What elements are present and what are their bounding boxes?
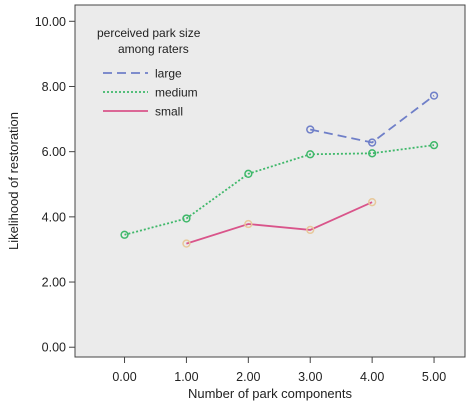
- data-point-large: [367, 138, 377, 147]
- data-point-medium: [306, 150, 315, 159]
- legend-label-small: small: [155, 105, 183, 119]
- data-point-small: [244, 219, 253, 229]
- data-point-small: [306, 225, 315, 235]
- y-tick-label: 6.00: [42, 145, 66, 159]
- y-axis: 0.00 2.00 4.00 6.00 8.00 10.00: [35, 15, 75, 355]
- data-point-large: [306, 125, 315, 134]
- series-medium: [120, 140, 439, 239]
- legend-title-line-2: among raters: [118, 42, 189, 56]
- plot-area: [74, 4, 466, 358]
- series-layer: [120, 91, 439, 248]
- data-point-medium: [120, 230, 129, 239]
- y-tick-label: 8.00: [42, 80, 66, 94]
- y-axis-title: Likelihood of restoration: [6, 112, 21, 250]
- series-line-large: [310, 94, 435, 144]
- data-point-small: [367, 198, 377, 207]
- data-point-medium: [429, 140, 439, 150]
- y-tick-label: 0.00: [42, 341, 66, 355]
- legend-label-medium: medium: [155, 86, 198, 100]
- y-tick-label: 4.00: [42, 210, 66, 224]
- x-tick-label: 5.00: [422, 370, 446, 384]
- x-axis-title: Number of park components: [188, 386, 353, 401]
- x-tick-label: 3.00: [298, 370, 322, 384]
- legend-title-line-1: perceived park size: [97, 26, 201, 40]
- x-tick-label: 4.00: [360, 370, 384, 384]
- legend-label-large: large: [155, 67, 182, 81]
- series-line-small: [186, 201, 373, 245]
- data-point-small: [182, 239, 191, 248]
- legend-entries: large medium small: [103, 67, 198, 119]
- data-point-medium: [244, 169, 253, 178]
- x-tick-label: 0.00: [112, 370, 136, 384]
- series-line-medium: [124, 144, 435, 236]
- series-large: [306, 91, 439, 147]
- y-tick-label: 10.00: [35, 15, 66, 29]
- data-point-large: [429, 91, 439, 100]
- x-tick-label: 2.00: [236, 370, 260, 384]
- x-axis: 0.00 1.00 2.00 3.00 4.00 5.00: [112, 357, 446, 384]
- data-point-medium: [182, 214, 191, 223]
- series-small: [182, 198, 377, 248]
- x-tick-label: 1.00: [174, 370, 198, 384]
- y-tick-label: 2.00: [42, 276, 66, 290]
- legend: perceived park size among raters large me…: [97, 26, 201, 119]
- data-point-medium: [367, 149, 377, 158]
